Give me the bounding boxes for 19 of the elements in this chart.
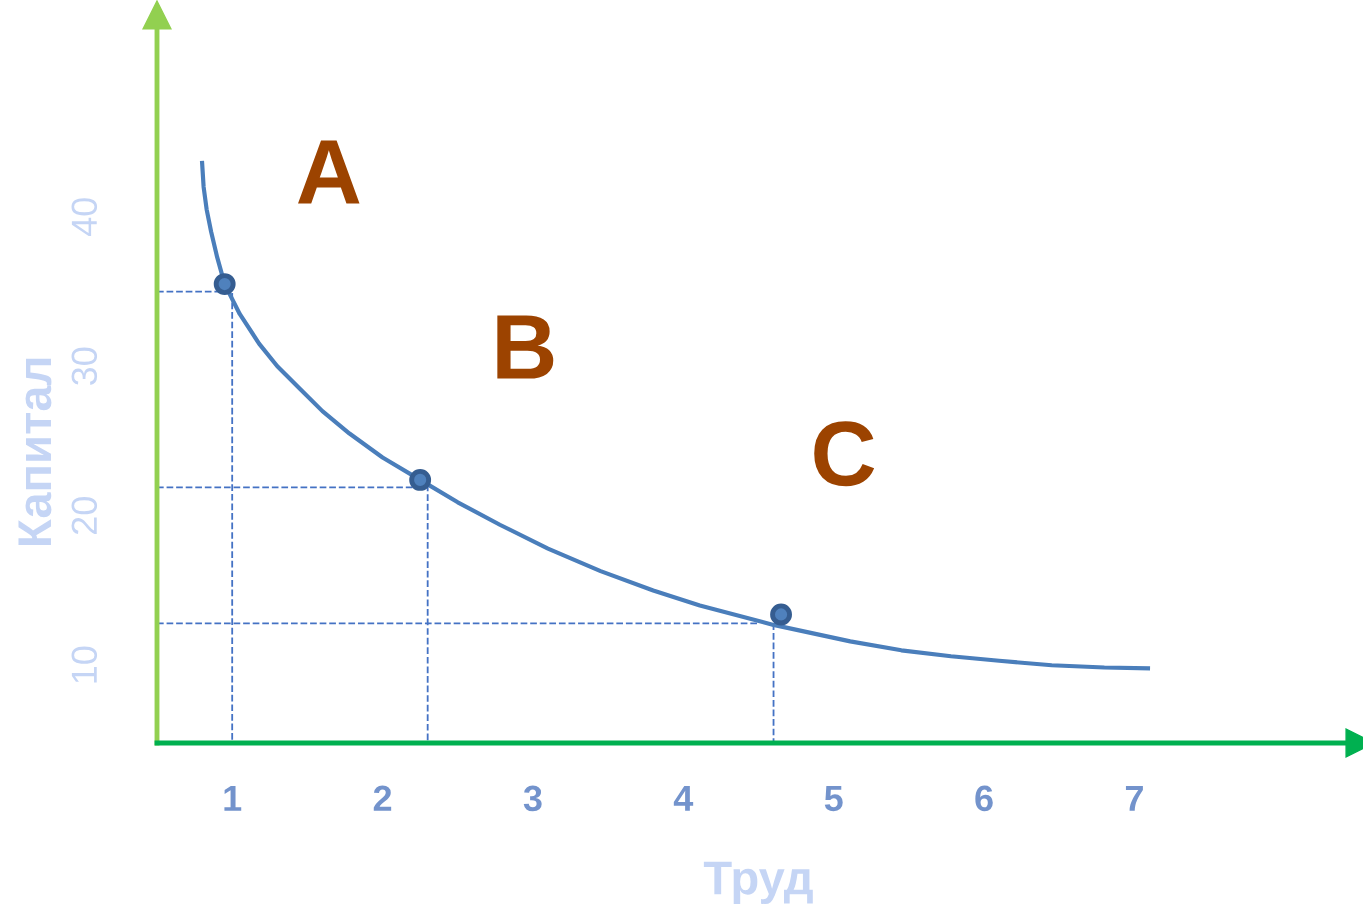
x-axis-title: Труд xyxy=(703,861,813,905)
point xyxy=(409,468,432,491)
annotation: B xyxy=(497,315,554,379)
y-tick-label: 10 xyxy=(71,646,98,683)
point xyxy=(213,273,236,296)
y-tick-label: 30 xyxy=(71,347,98,385)
y-tick-label: 20 xyxy=(71,497,98,535)
x-tick-label: 3 xyxy=(523,785,542,812)
x-tick-label: 6 xyxy=(975,785,993,812)
x-tick-label: 5 xyxy=(824,785,843,812)
point xyxy=(770,603,792,626)
x-tick-label: 2 xyxy=(373,785,392,811)
x-tick-label: 1 xyxy=(224,785,242,811)
x-tick-label: 7 xyxy=(1125,785,1143,811)
x-tick-label: 4 xyxy=(673,785,694,811)
y-tick-label: 40 xyxy=(71,198,98,237)
y-axis-title: Капитал xyxy=(18,358,52,545)
annotation: C xyxy=(814,421,875,487)
annotation: A xyxy=(298,140,360,204)
